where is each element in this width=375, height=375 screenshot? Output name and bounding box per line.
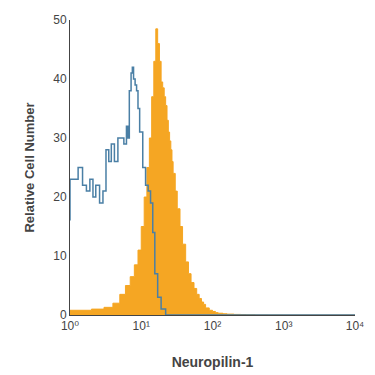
svg-text:10⁰: 10⁰ [61, 319, 79, 333]
svg-text:20: 20 [53, 190, 67, 204]
svg-text:10⁴: 10⁴ [346, 319, 365, 333]
svg-text:10³: 10³ [275, 319, 292, 333]
svg-text:10²: 10² [204, 319, 221, 333]
svg-text:40: 40 [53, 72, 67, 86]
svg-text:Relative Cell Number: Relative Cell Number [22, 102, 37, 232]
svg-text:50: 50 [53, 13, 67, 27]
svg-text:10: 10 [53, 249, 67, 263]
svg-text:30: 30 [53, 131, 67, 145]
svg-text:Neuropilin-1: Neuropilin-1 [172, 354, 254, 370]
svg-text:0: 0 [60, 308, 67, 322]
svg-text:10¹: 10¹ [133, 319, 150, 333]
